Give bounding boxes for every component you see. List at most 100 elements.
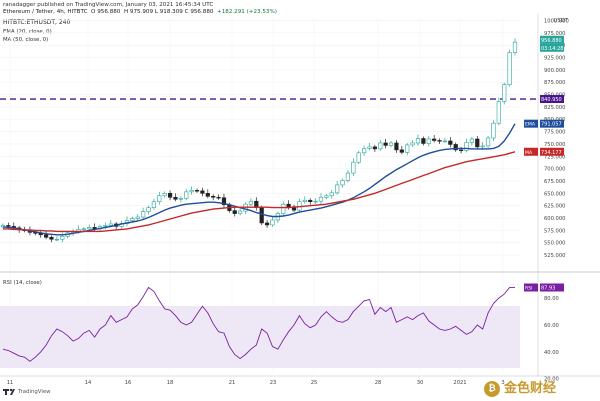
candle[interactable] — [238, 207, 243, 216]
candle[interactable] — [335, 180, 340, 195]
candle[interactable] — [275, 211, 280, 223]
candle[interactable] — [426, 136, 431, 147]
candle[interactable] — [259, 205, 264, 225]
candle[interactable] — [469, 137, 474, 146]
candle-body — [469, 138, 474, 143]
last-price-tag-text: 956.880 — [541, 38, 562, 44]
candle[interactable] — [184, 188, 189, 201]
candle[interactable] — [394, 139, 399, 153]
candle[interactable] — [388, 140, 394, 148]
candle[interactable] — [135, 214, 140, 222]
candle[interactable] — [221, 193, 227, 208]
candle[interactable] — [367, 142, 372, 151]
candle[interactable] — [507, 49, 512, 87]
ma-tag-label-bg — [524, 147, 538, 156]
candle-body — [54, 238, 59, 241]
candles[interactable] — [0, 38, 518, 243]
candle[interactable] — [162, 191, 167, 198]
rsi-value-tag-bg — [540, 283, 564, 292]
candle[interactable] — [270, 216, 275, 227]
candle[interactable] — [103, 222, 108, 230]
candle[interactable] — [232, 207, 237, 217]
candle[interactable] — [60, 232, 65, 243]
candle[interactable] — [399, 145, 404, 155]
candle[interactable] — [200, 187, 205, 197]
candle[interactable] — [345, 170, 351, 183]
candle[interactable] — [254, 197, 259, 211]
candle[interactable] — [410, 139, 415, 147]
candle-body — [421, 138, 426, 144]
candle-body — [405, 144, 410, 153]
candle[interactable] — [70, 228, 76, 236]
rsi-tag-label: RSI — [525, 285, 532, 291]
candle[interactable] — [496, 97, 501, 126]
candle-body — [318, 196, 324, 202]
candle[interactable] — [281, 201, 286, 216]
candle[interactable] — [448, 137, 453, 148]
rsi-tag-label-bg — [524, 283, 538, 292]
candle-body — [205, 193, 210, 197]
candle[interactable] — [432, 135, 437, 143]
candle[interactable] — [167, 190, 173, 201]
candle[interactable] — [437, 138, 442, 144]
candle[interactable] — [264, 219, 270, 228]
candle[interactable] — [151, 198, 157, 210]
date-tick-label: 16 — [125, 380, 132, 386]
candle[interactable] — [475, 136, 480, 149]
date-tick-label: 14 — [85, 380, 92, 386]
candle[interactable] — [318, 193, 324, 205]
candle-body — [485, 137, 491, 147]
candle[interactable] — [383, 139, 388, 149]
candle-body — [351, 161, 356, 174]
candle-body — [496, 101, 501, 124]
candle[interactable] — [361, 145, 367, 156]
candle[interactable] — [44, 230, 49, 240]
price-tick-label: 775.000 — [544, 130, 565, 136]
candle[interactable] — [141, 207, 146, 220]
candle[interactable] — [351, 158, 356, 177]
candle[interactable] — [324, 193, 329, 200]
candle[interactable] — [194, 188, 200, 193]
candle-body — [184, 191, 189, 199]
candle[interactable] — [442, 138, 448, 143]
candle[interactable] — [54, 236, 59, 242]
candle[interactable] — [248, 198, 254, 207]
candle[interactable] — [211, 194, 216, 201]
candle-body — [49, 236, 54, 240]
candle-body — [329, 192, 334, 197]
candle[interactable] — [38, 230, 43, 238]
candle-body — [130, 218, 135, 221]
rsi-tick-label: 20.00 — [544, 377, 559, 383]
candle[interactable] — [173, 193, 178, 202]
candle[interactable] — [49, 235, 54, 243]
candle-body — [178, 197, 183, 200]
candle[interactable] — [464, 138, 469, 153]
price-tick-label: 825.000 — [544, 105, 565, 111]
candle[interactable] — [356, 150, 361, 165]
candle[interactable] — [378, 139, 383, 151]
candle[interactable] — [308, 198, 313, 205]
candle[interactable] — [0, 223, 6, 229]
candle[interactable] — [512, 38, 518, 56]
candle[interactable] — [329, 189, 334, 199]
candle[interactable] — [302, 196, 307, 204]
candle[interactable] — [372, 144, 377, 152]
candle[interactable] — [146, 205, 151, 215]
candle[interactable] — [502, 82, 507, 105]
candle[interactable] — [421, 136, 426, 146]
ma-value-tag: 734.177 — [540, 147, 564, 156]
candle[interactable] — [453, 142, 458, 152]
candle[interactable] — [157, 191, 162, 205]
candle[interactable] — [491, 120, 496, 141]
candle[interactable] — [313, 198, 318, 204]
candle[interactable] — [485, 136, 491, 148]
candle-body — [189, 190, 194, 193]
candle[interactable] — [205, 189, 210, 199]
candle[interactable] — [178, 196, 183, 203]
candle[interactable] — [340, 178, 345, 188]
candle[interactable] — [415, 134, 421, 146]
candle-body — [313, 200, 318, 203]
candle[interactable] — [216, 194, 221, 200]
candle[interactable] — [189, 186, 194, 195]
candle[interactable] — [405, 142, 410, 156]
